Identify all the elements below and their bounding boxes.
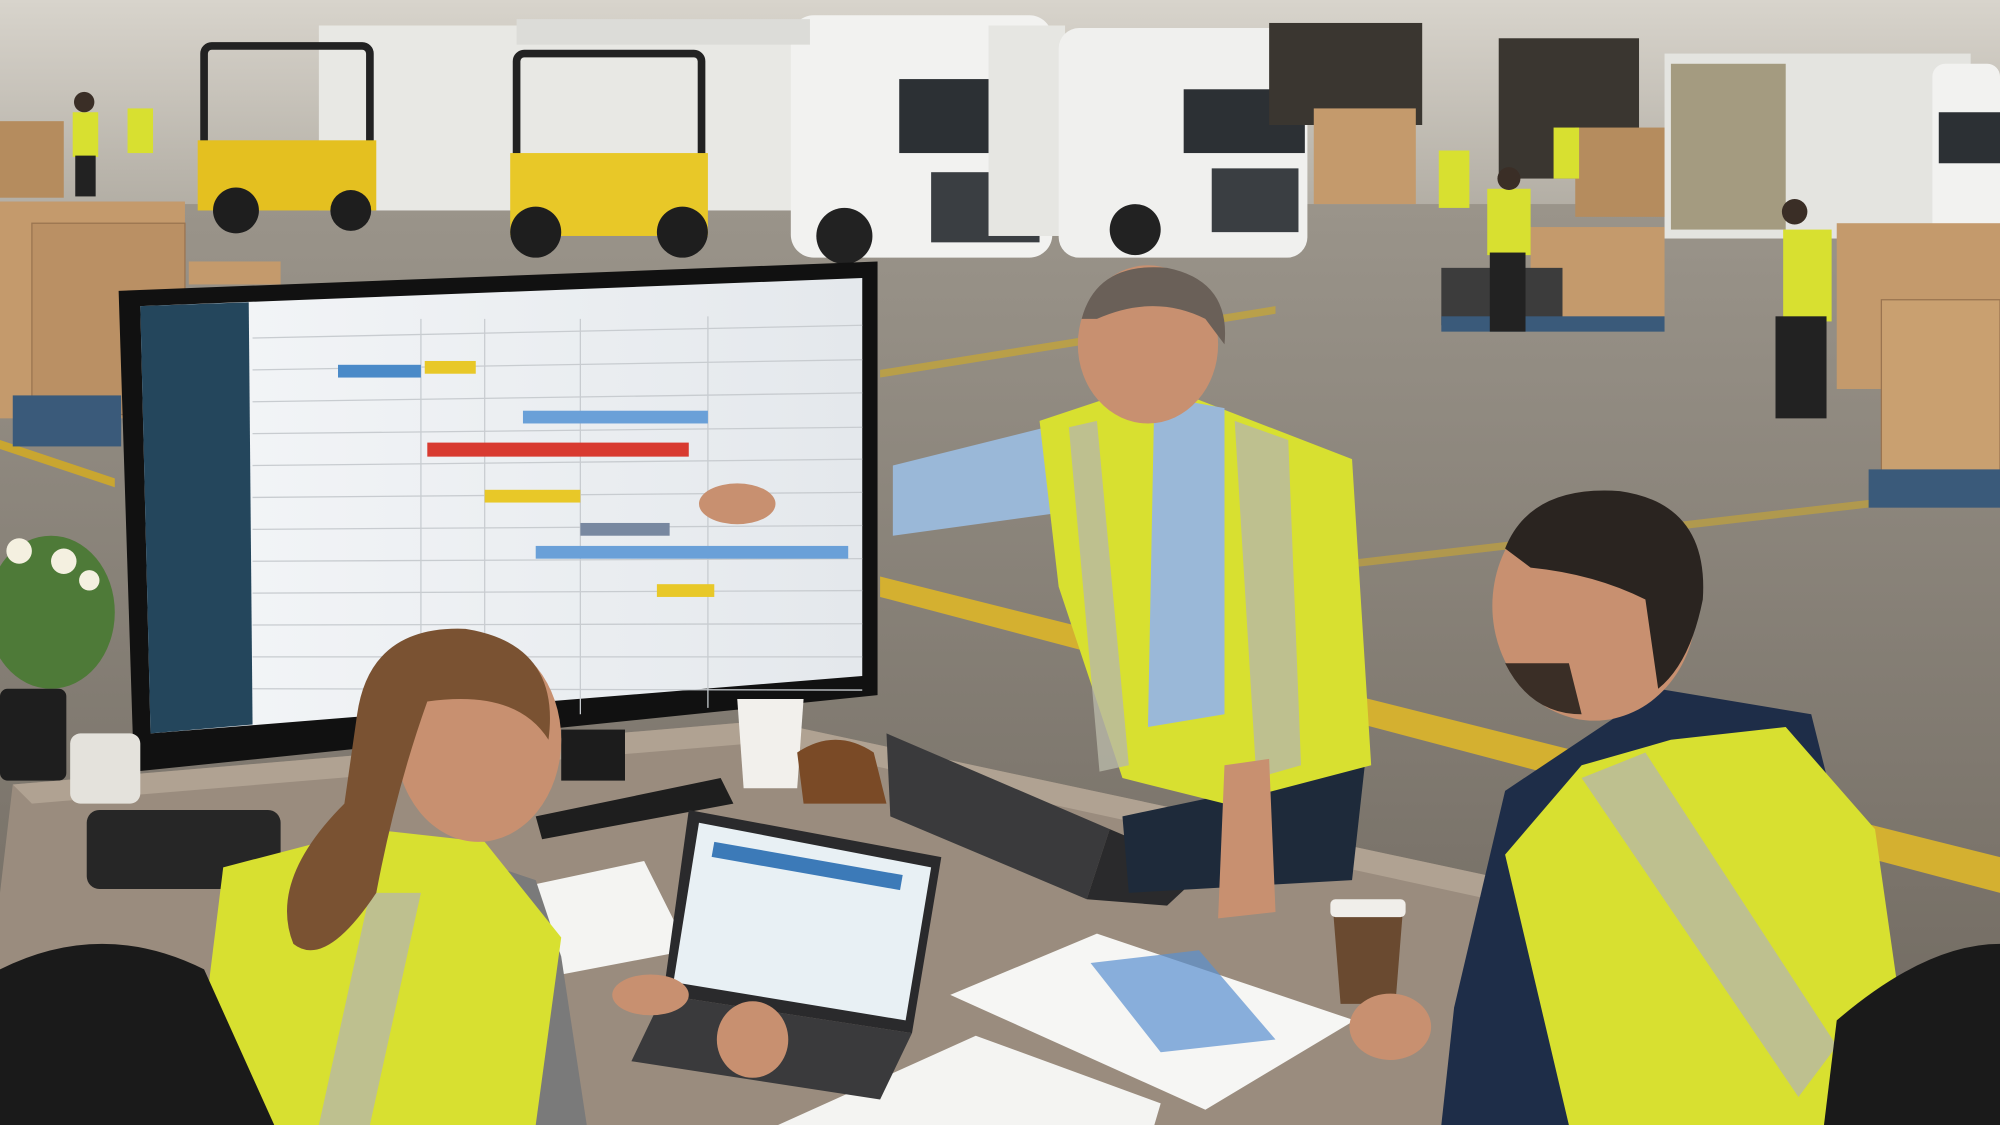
monitor-shape xyxy=(427,442,689,457)
trucks-shape xyxy=(1211,168,1299,233)
background-workers-shape xyxy=(1775,316,1827,419)
monitor-shape xyxy=(522,410,708,424)
laptops xyxy=(631,733,1206,1100)
seated-man-shape xyxy=(1505,663,1582,715)
background-workers-shape xyxy=(72,112,99,157)
monitor-shape xyxy=(338,364,421,378)
background-workers-shape xyxy=(1487,188,1531,256)
cargo-boxes-shape xyxy=(1441,316,1665,332)
background-workers-shape xyxy=(73,91,95,113)
desk-items-shape xyxy=(1332,908,1404,1004)
desk-items-shape xyxy=(535,778,734,840)
desk-items-shape xyxy=(737,698,804,789)
monitor-shape xyxy=(424,360,476,374)
standing-man-shape xyxy=(1081,267,1226,345)
standing-man-shape xyxy=(892,420,1078,536)
cargo-boxes-shape xyxy=(1868,469,2000,508)
forklifts-shape xyxy=(510,206,562,258)
seated-man-shape xyxy=(1505,490,1704,689)
desk-items-shape xyxy=(1090,950,1276,1053)
cargo-boxes-shape xyxy=(1313,108,1416,205)
background-workers-shape xyxy=(127,108,154,154)
monitor xyxy=(118,261,878,781)
desk-items-shape xyxy=(778,1035,1161,1125)
trucks-shape xyxy=(1269,22,1423,125)
plant xyxy=(0,535,115,781)
desk-items-shape xyxy=(70,733,141,804)
seated-man-shape xyxy=(1823,943,2000,1125)
seated-woman xyxy=(0,628,789,1125)
seated-woman-shape xyxy=(318,892,421,1125)
background-workers-shape xyxy=(75,155,96,197)
cargo-boxes-shape xyxy=(1575,127,1665,217)
trucks-shape xyxy=(1109,204,1161,256)
background-shape xyxy=(0,440,115,488)
spreadsheet-rows-shape xyxy=(252,458,863,467)
background-workers xyxy=(72,91,1832,419)
plant-shape xyxy=(79,570,100,591)
spreadsheet-rows-shape xyxy=(252,688,863,691)
trucks-shape xyxy=(1938,112,2000,164)
background-workers-shape xyxy=(1783,229,1832,322)
desk-items-shape xyxy=(797,739,887,804)
standing-man-shape xyxy=(1234,420,1302,779)
trucks-shape xyxy=(1670,63,1786,230)
cargo-boxes-shape xyxy=(12,395,122,447)
monitor-shape xyxy=(140,302,253,734)
seated-man xyxy=(1349,490,2000,1125)
forklifts xyxy=(197,42,708,258)
background-workers-shape xyxy=(1553,127,1580,179)
laptops-shape xyxy=(711,841,903,891)
spreadsheet-rows-shape xyxy=(252,524,863,530)
spreadsheet-rows-shape xyxy=(252,623,863,626)
spreadsheet-rows-shape xyxy=(252,324,863,339)
background-workers-shape xyxy=(1489,252,1526,332)
background-workers-shape xyxy=(1438,150,1470,208)
spreadsheet-rows-shape xyxy=(252,392,863,403)
background-workers-shape xyxy=(1781,198,1808,225)
seated-woman-shape xyxy=(716,1001,789,1078)
cargo-boxes-shape xyxy=(1880,299,2000,486)
forklifts-shape xyxy=(213,187,259,234)
spreadsheet-rows-shape xyxy=(252,589,863,594)
seated-woman-shape xyxy=(612,974,689,1016)
standing-man-shape xyxy=(1068,420,1129,772)
plant-shape xyxy=(0,688,67,781)
laptops-shape xyxy=(886,733,1110,900)
monitor-shape xyxy=(535,545,849,559)
cargo-boxes-shape xyxy=(188,261,281,285)
forklifts-shape xyxy=(656,206,708,258)
trucks-shape xyxy=(816,207,873,265)
plant-shape xyxy=(51,548,77,574)
spreadsheet-rows-shape xyxy=(252,558,863,562)
cargo-boxes-shape xyxy=(0,121,64,198)
standing-man-shape xyxy=(1218,758,1276,919)
trucks-shape xyxy=(516,19,810,45)
trucks-shape xyxy=(988,25,1066,236)
seated-woman-shape xyxy=(286,628,550,951)
standing-man-shape xyxy=(698,483,776,525)
desk-items xyxy=(70,698,1406,1125)
forklifts-shape xyxy=(330,190,372,231)
seated-woman-shape xyxy=(0,943,275,1125)
background-workers-shape xyxy=(1497,167,1521,191)
monitor-shape xyxy=(561,729,625,781)
standing-man-shape xyxy=(1147,395,1225,728)
seated-man-shape xyxy=(1349,993,1432,1060)
plant-shape xyxy=(6,538,32,564)
seated-man-shape xyxy=(1581,752,1837,1097)
monitor-shape xyxy=(484,489,581,503)
monitor-shape xyxy=(580,522,670,536)
standing-man xyxy=(698,265,1372,919)
monitor-shape xyxy=(140,278,863,734)
monitor-shape xyxy=(656,584,715,597)
spreadsheet-rows-shape xyxy=(252,426,863,435)
desk-items-shape xyxy=(1330,899,1406,918)
spreadsheet-rows xyxy=(252,316,863,721)
